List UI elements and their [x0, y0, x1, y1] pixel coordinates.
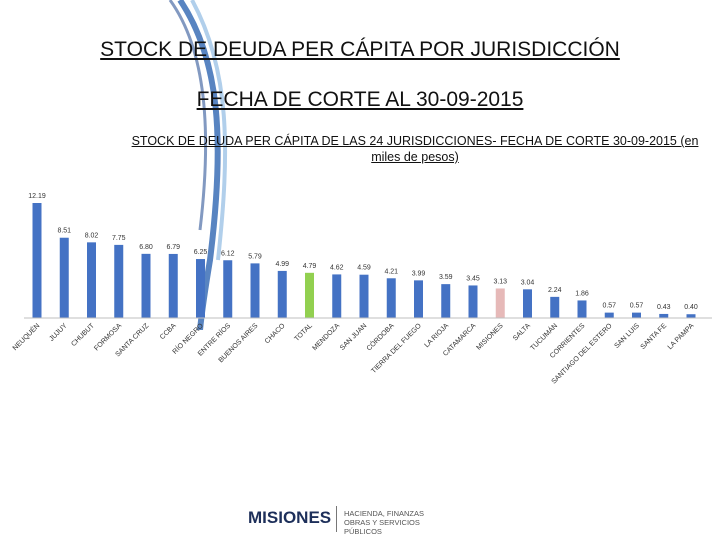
- brand-name: MISIONES: [248, 508, 332, 527]
- data-label-9: 4.99: [275, 261, 289, 268]
- category-label-5: CCBA: [159, 322, 178, 341]
- page-subtitle: FECHA DE CORTE AL 30-09-2015: [196, 88, 524, 111]
- category-label-2: CHUBUT: [70, 322, 96, 348]
- data-label-10: 4.79: [303, 263, 317, 270]
- bar-19: [550, 296, 560, 318]
- category-label-23: SANTA FE: [640, 322, 669, 351]
- swoosh-stroke-3: [168, 0, 208, 231]
- bar-11: [332, 274, 342, 318]
- bar-20: [577, 300, 587, 318]
- bar-0: [32, 203, 42, 318]
- data-label-18: 3.04: [521, 279, 535, 286]
- chart-title: STOCK DE DEUDA PER CÁPITA DE LAS 24 JURI…: [131, 134, 699, 164]
- data-label-5: 6.79: [166, 244, 180, 251]
- data-label-11: 4.62: [330, 264, 344, 271]
- category-label-19: TUCUMÁN: [528, 321, 559, 352]
- bar-chart: 12.19NEUQUÉN8.51JUJUY8.02CHUBUT7.75FORMO…: [10, 193, 712, 386]
- category-label-12: SAN JUAN: [339, 322, 368, 351]
- category-label-14: TIERRA DEL FUEGO: [370, 322, 423, 375]
- category-label-21: SANTIAGO DEL ESTERO: [551, 322, 614, 385]
- data-label-24: 0.40: [684, 304, 698, 311]
- data-label-8: 5.79: [248, 253, 262, 260]
- category-label-24: LA PAMPA: [667, 322, 696, 351]
- brand-subtitle-line1: HACIENDA, FINANZAS: [344, 509, 425, 518]
- category-label-13: CÓRDOBA: [364, 321, 396, 353]
- data-label-2: 8.02: [85, 232, 99, 239]
- bar-4: [141, 253, 151, 318]
- brand-subtitle-line2: OBRAS Y SERVICIOS PÚBLICOS: [344, 518, 420, 536]
- bar-15: [441, 284, 451, 318]
- bar-7: [223, 260, 233, 318]
- bar-22: [632, 312, 641, 318]
- category-label-10: TOTAL: [293, 322, 314, 343]
- data-label-14: 3.99: [412, 270, 426, 277]
- bar-3: [114, 244, 124, 318]
- brand-subtitle: HACIENDA, FINANZAS OBRAS Y SERVICIOS PÚB…: [344, 509, 454, 536]
- category-label-9: CHACO: [264, 322, 287, 345]
- bar-23: [659, 313, 669, 318]
- category-label-18: SALTA: [512, 322, 532, 342]
- bar-18: [523, 289, 532, 318]
- data-label-15: 3.59: [439, 274, 453, 281]
- bar-14: [414, 280, 423, 318]
- data-label-21: 0.57: [602, 303, 616, 310]
- bar-5: [168, 253, 178, 318]
- category-label-0: NEUQUÉN: [10, 321, 41, 352]
- category-label-1: JUJUY: [48, 322, 69, 343]
- bar-21: [604, 312, 614, 318]
- page-title: STOCK DE DEUDA PER CÁPITA POR JURISDICCI…: [100, 38, 620, 61]
- bar-12: [359, 274, 369, 318]
- data-label-0: 12.19: [28, 193, 46, 200]
- bar-10: [305, 272, 314, 318]
- data-label-23: 0.43: [657, 304, 671, 311]
- data-label-22: 0.57: [630, 303, 644, 310]
- category-label-17: MISIONES: [476, 322, 505, 351]
- bar-17: [495, 288, 505, 318]
- category-label-22: SAN LUIS: [613, 322, 641, 350]
- data-label-19: 2.24: [548, 287, 562, 294]
- bar-9: [277, 270, 287, 318]
- data-label-12: 4.59: [357, 265, 371, 272]
- category-label-11: MENDOZA: [311, 322, 341, 352]
- bar-8: [250, 263, 260, 318]
- bar-24: [686, 314, 696, 318]
- data-label-3: 7.75: [112, 235, 126, 242]
- footer-logo: MISIONES HACIENDA, FINANZAS OBRAS Y SERV…: [240, 500, 460, 540]
- data-label-17: 3.13: [493, 278, 507, 285]
- category-label-15: LA RIOJA: [423, 322, 450, 349]
- data-label-13: 4.21: [384, 268, 398, 275]
- bar-13: [386, 278, 396, 318]
- data-label-20: 1.86: [575, 290, 589, 297]
- data-label-6: 6.25: [194, 249, 208, 256]
- bar-16: [468, 285, 478, 318]
- swoosh-stroke-2: [190, 0, 228, 261]
- data-label-4: 6.80: [139, 244, 153, 251]
- bar-1: [59, 237, 69, 318]
- brand-divider: [336, 506, 337, 532]
- data-label-1: 8.51: [57, 228, 71, 235]
- bar-2: [87, 242, 96, 318]
- data-label-16: 3.45: [466, 275, 480, 282]
- data-label-7: 6.12: [221, 250, 235, 257]
- bar-6: [196, 259, 205, 318]
